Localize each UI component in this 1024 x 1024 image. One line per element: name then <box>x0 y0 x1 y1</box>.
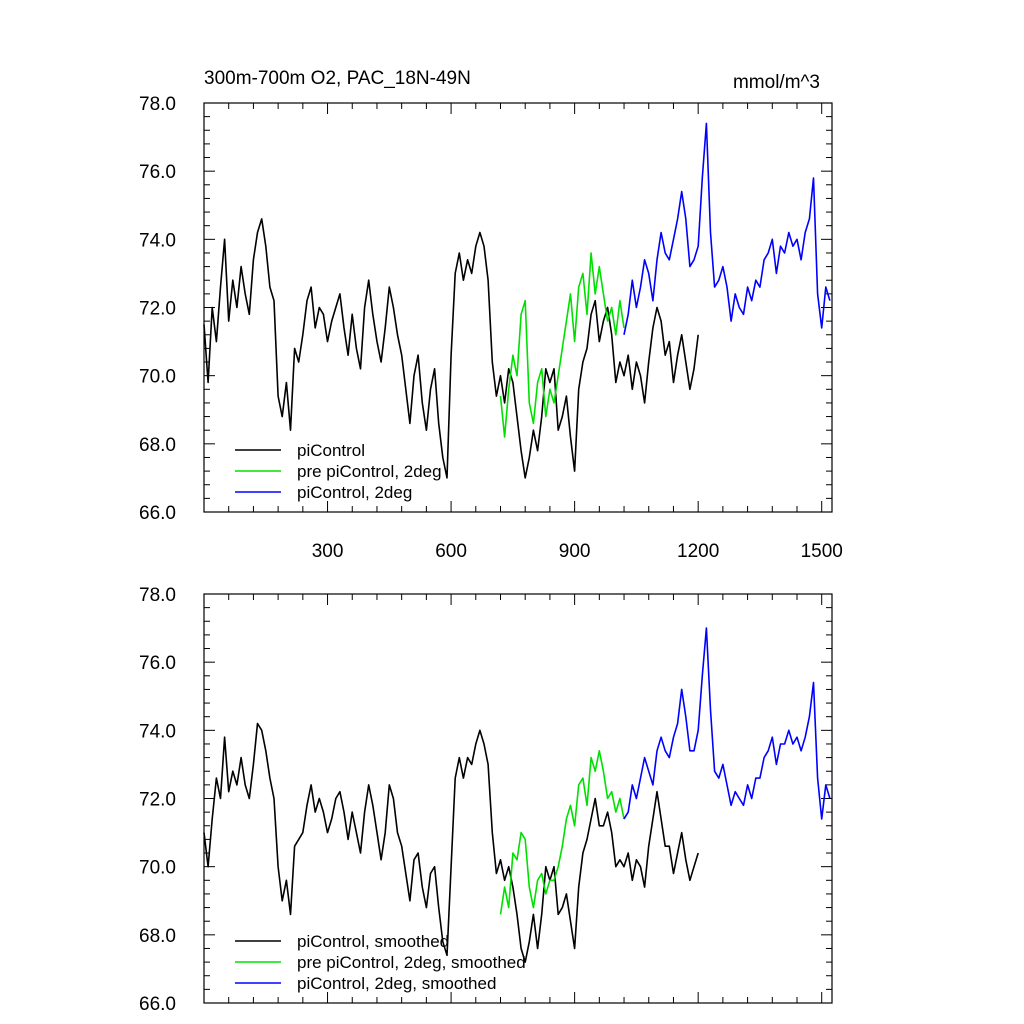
y-tick-label: 78.0 <box>139 585 176 606</box>
x-tick-label: 900 <box>559 541 591 562</box>
series-line <box>499 749 625 915</box>
units-label: mmol/m^3 <box>733 72 820 93</box>
y-tick-label: 72.0 <box>139 790 176 811</box>
top-series-lines <box>203 122 831 479</box>
y-tick-label: 76.0 <box>139 162 176 183</box>
y-tick-label: 76.0 <box>139 653 176 674</box>
top-axes: 66.0 68.0 70.0 72.0 74.0 76.0 78.0 300 600 900 120… <box>139 94 843 562</box>
x-tick-label: 1200 <box>677 541 719 562</box>
bottom-panel: 66.0 68.0 70.0 72.0 74.0 76.0 78.0 piControl, … <box>139 585 833 1015</box>
legend-label: piControl, 2deg, smoothed <box>297 974 496 993</box>
bottom-axes: 66.0 68.0 70.0 72.0 74.0 76.0 78.0 <box>139 585 833 1015</box>
legend-label: pre piControl, 2deg, smoothed <box>297 953 526 972</box>
chart-title: 300m-700m O2, PAC_18N-49N <box>204 68 471 89</box>
legend-label: piControl <box>297 441 365 460</box>
y-tick-label: 66.0 <box>139 503 176 524</box>
y-tick-label: 68.0 <box>139 926 176 947</box>
series-line <box>623 627 831 820</box>
legend-label: piControl, smoothed <box>297 932 449 951</box>
bottom-legend: piControl, smoothed pre piControl, 2deg, … <box>235 932 526 993</box>
series-line <box>499 252 625 438</box>
top-legend: piControl pre piControl, 2deg piControl, 2… <box>235 441 442 502</box>
bottom-series-lines <box>203 627 831 963</box>
y-tick-label: 78.0 <box>139 94 176 115</box>
y-tick-label: 74.0 <box>139 721 176 742</box>
x-tick-label: 300 <box>312 541 344 562</box>
y-tick-label: 70.0 <box>139 858 176 879</box>
legend-label: pre piControl, 2deg <box>297 462 442 481</box>
y-tick-label: 66.0 <box>139 994 176 1015</box>
x-tick-label: 1500 <box>801 541 843 562</box>
y-tick-label: 72.0 <box>139 299 176 320</box>
top-panel: 300m-700m O2, PAC_18N-49N mmol/m^3 66.06… <box>139 68 843 562</box>
y-tick-label: 74.0 <box>139 230 176 251</box>
y-tick-label: 70.0 <box>139 367 176 388</box>
legend-label: piControl, 2deg <box>297 483 412 502</box>
series-line <box>203 722 699 963</box>
x-tick-label: 600 <box>435 541 467 562</box>
y-tick-label: 68.0 <box>139 435 176 456</box>
series-line <box>203 218 699 479</box>
series-line <box>623 122 831 335</box>
